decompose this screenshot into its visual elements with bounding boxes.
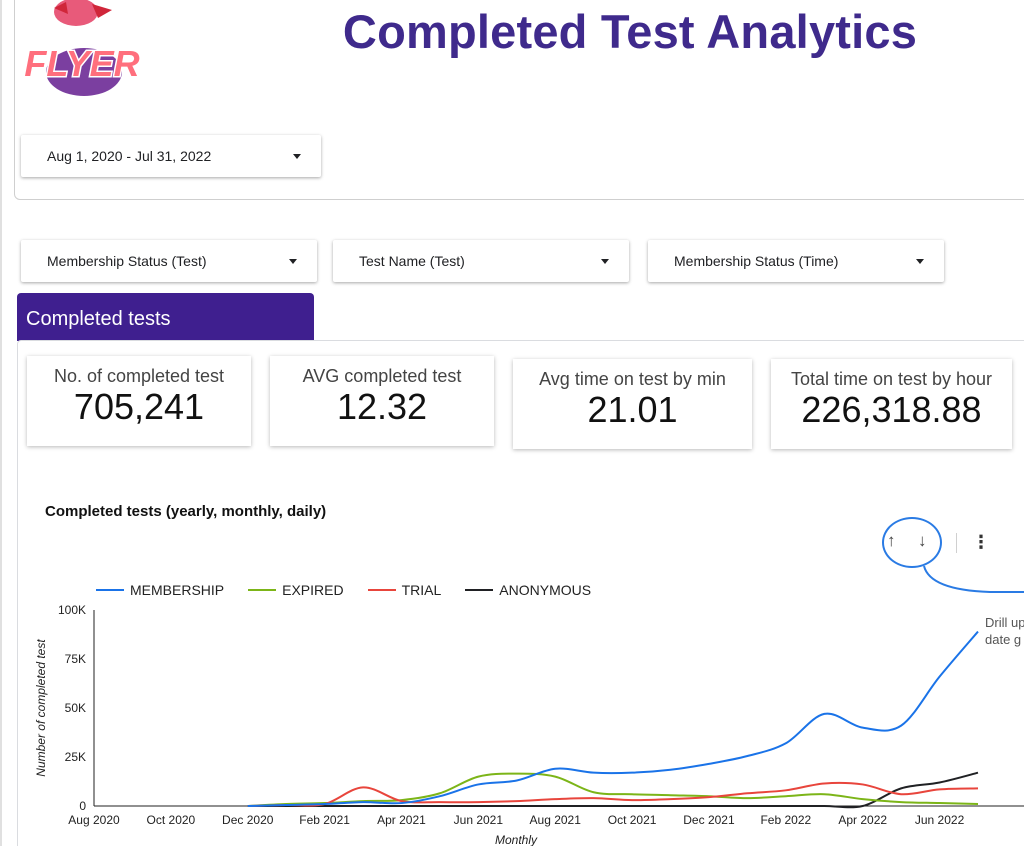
tooltip-line: Drill up xyxy=(985,615,1024,630)
x-tick-label: Jun 2022 xyxy=(915,813,965,827)
x-tick-label: Feb 2022 xyxy=(760,813,811,827)
svg-text:FLYER: FLYER xyxy=(24,43,139,84)
x-tick-label: Aug 2020 xyxy=(68,813,120,827)
caret-down-icon xyxy=(289,259,297,264)
kpi-label: No. of completed test xyxy=(53,366,225,386)
kpi-value: 21.01 xyxy=(587,389,678,430)
more-vert-icon[interactable]: ⋮ xyxy=(972,532,990,552)
y-axis-label: Number of completed test xyxy=(34,639,48,777)
kpi-label: Total time on test by hour xyxy=(790,369,993,389)
legend-swatch xyxy=(248,589,277,591)
x-tick-label: Dec 2021 xyxy=(683,813,735,827)
arrow-up-icon[interactable]: ↑ xyxy=(887,531,896,550)
kpi-value: 226,318.88 xyxy=(801,389,982,430)
page-title: Completed Test Analytics xyxy=(342,5,918,58)
kpi-card-avg-time-min: Avg time on test by min 21.01 xyxy=(513,359,752,449)
legend-label: EXPIRED xyxy=(282,582,344,598)
tooltip-line: date g xyxy=(985,632,1022,647)
membership-status-time-label: Membership Status (Time) xyxy=(674,253,839,269)
drill-tooltip: Drill up date g xyxy=(985,614,1024,648)
legend-item-membership[interactable]: MEMBERSHIP xyxy=(96,582,224,598)
y-tick-label: 100K xyxy=(58,603,86,617)
section-tab-completed-tests: Completed tests xyxy=(17,293,314,341)
legend-item-anonymous[interactable]: ANONYMOUS xyxy=(465,582,591,598)
legend-label: TRIAL xyxy=(401,582,442,598)
series-line-expired xyxy=(247,772,979,807)
x-tick-label: Oct 2020 xyxy=(147,813,196,827)
legend-label: MEMBERSHIP xyxy=(130,582,225,598)
test-name-test-filter[interactable]: Test Name (Test) xyxy=(333,240,629,282)
completed-tests-line-chart: 0 25K 50K 75K 100K Aug 2020 Oct 2020 Dec 2020 Fe… xyxy=(34,603,1024,846)
kpi-card-completed-tests: No. of completed test 705,241 xyxy=(27,356,251,446)
kpi-card-total-time-hour: Total time on test by hour 226,318.88 xyxy=(771,359,1012,449)
legend-swatch xyxy=(367,589,396,591)
chart-legend: MEMBERSHIP EXPIRED TRIAL ANONYMOUS xyxy=(96,582,615,598)
legend-item-expired[interactable]: EXPIRED xyxy=(248,582,344,598)
membership-status-test-label: Membership Status (Test) xyxy=(47,253,207,269)
x-tick-label: Feb 2021 xyxy=(299,813,350,827)
date-range-label: Aug 1, 2020 - Jul 31, 2022 xyxy=(47,148,212,164)
test-name-test-label: Test Name (Test) xyxy=(359,253,465,269)
x-tick-label: Aug 2021 xyxy=(530,813,582,827)
y-tick-label: 50K xyxy=(65,701,86,715)
y-tick-label: 75K xyxy=(65,652,86,666)
series-line-membership xyxy=(247,630,979,807)
flyer-logo: FLYER xyxy=(23,0,141,96)
kpi-label: AVG completed test xyxy=(302,366,462,386)
left-border xyxy=(0,0,2,846)
legend-item-trial[interactable]: TRIAL xyxy=(367,582,442,598)
caret-down-icon xyxy=(916,259,924,264)
x-tick-label: Jun 2021 xyxy=(454,813,504,827)
kpi-value: 705,241 xyxy=(73,386,205,427)
y-tick-label: 0 xyxy=(79,799,86,813)
y-tick-label: 25K xyxy=(65,750,86,764)
drill-controls-highlight xyxy=(882,517,942,568)
legend-swatch xyxy=(96,589,124,591)
x-tick-label: Apr 2021 xyxy=(377,813,426,827)
x-axis-label: Monthly xyxy=(495,833,538,846)
kpi-value: 12.32 xyxy=(336,386,428,427)
caret-down-icon xyxy=(601,259,609,264)
date-range-selector[interactable]: Aug 1, 2020 - Jul 31, 2022 xyxy=(21,135,321,177)
arrow-down-icon[interactable]: ↓ xyxy=(918,531,927,550)
kpi-label: Avg time on test by min xyxy=(539,369,726,389)
kpi-card-avg-completed: AVG completed test 12.32 xyxy=(270,356,494,446)
caret-down-icon xyxy=(293,154,301,159)
membership-status-test-filter[interactable]: Membership Status (Test) xyxy=(21,240,317,282)
divider xyxy=(956,533,957,553)
chart-title: Completed tests (yearly, monthly, daily) xyxy=(45,503,327,520)
legend-swatch xyxy=(465,589,494,591)
membership-status-time-filter[interactable]: Membership Status (Time) xyxy=(648,240,944,282)
series-line-trial xyxy=(247,781,979,807)
series-line-anonymous xyxy=(247,771,979,809)
x-tick-label: Oct 2021 xyxy=(608,813,657,827)
x-tick-label: Apr 2022 xyxy=(838,813,887,827)
legend-label: ANONYMOUS xyxy=(499,582,592,598)
x-tick-label: Dec 2020 xyxy=(222,813,274,827)
